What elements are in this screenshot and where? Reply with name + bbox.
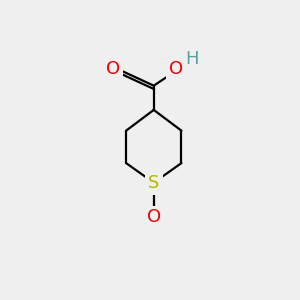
Text: S: S <box>148 174 159 192</box>
Text: H: H <box>185 50 199 68</box>
Text: O: O <box>169 61 183 79</box>
Text: O: O <box>106 61 120 79</box>
Text: O: O <box>147 208 161 226</box>
